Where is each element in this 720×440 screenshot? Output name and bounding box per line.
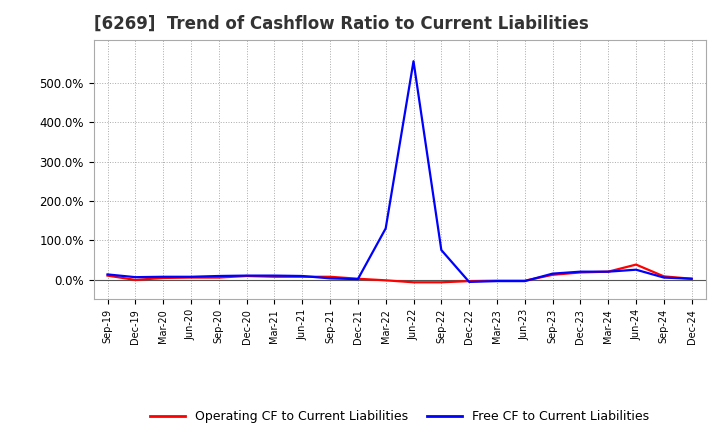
Free CF to Current Liabilities [382, 226, 390, 231]
Operating CF to Current Liabilities [215, 275, 223, 280]
Operating CF to Current Liabilities [325, 274, 334, 279]
Free CF to Current Liabilities [409, 59, 418, 64]
Free CF to Current Liabilities [215, 273, 223, 279]
Operating CF to Current Liabilities [298, 274, 307, 279]
Operating CF to Current Liabilities [437, 280, 446, 285]
Free CF to Current Liabilities [159, 274, 168, 279]
Free CF to Current Liabilities [325, 276, 334, 281]
Free CF to Current Liabilities [465, 279, 474, 285]
Operating CF to Current Liabilities [242, 273, 251, 279]
Free CF to Current Liabilities [492, 279, 501, 284]
Operating CF to Current Liabilities [186, 275, 195, 280]
Operating CF to Current Liabilities [103, 273, 112, 278]
Free CF to Current Liabilities [298, 273, 307, 279]
Operating CF to Current Liabilities [270, 274, 279, 279]
Operating CF to Current Liabilities [688, 276, 696, 282]
Operating CF to Current Liabilities [354, 276, 362, 282]
Text: [6269]  Trend of Cashflow Ratio to Current Liabilities: [6269] Trend of Cashflow Ratio to Curren… [94, 15, 588, 33]
Free CF to Current Liabilities [186, 274, 195, 279]
Operating CF to Current Liabilities [549, 272, 557, 278]
Free CF to Current Liabilities [631, 267, 640, 272]
Operating CF to Current Liabilities [131, 277, 140, 282]
Free CF to Current Liabilities [521, 279, 529, 284]
Legend: Operating CF to Current Liabilities, Free CF to Current Liabilities: Operating CF to Current Liabilities, Fre… [145, 405, 654, 428]
Free CF to Current Liabilities [354, 276, 362, 282]
Operating CF to Current Liabilities [576, 270, 585, 275]
Operating CF to Current Liabilities [631, 262, 640, 267]
Operating CF to Current Liabilities [159, 275, 168, 281]
Free CF to Current Liabilities [576, 269, 585, 274]
Operating CF to Current Liabilities [604, 269, 613, 274]
Operating CF to Current Liabilities [465, 279, 474, 284]
Free CF to Current Liabilities [270, 273, 279, 278]
Operating CF to Current Liabilities [492, 278, 501, 283]
Operating CF to Current Liabilities [382, 278, 390, 283]
Line: Free CF to Current Liabilities: Free CF to Current Liabilities [107, 61, 692, 282]
Free CF to Current Liabilities [660, 275, 668, 280]
Free CF to Current Liabilities [103, 272, 112, 277]
Free CF to Current Liabilities [437, 247, 446, 253]
Free CF to Current Liabilities [549, 271, 557, 276]
Operating CF to Current Liabilities [409, 280, 418, 285]
Operating CF to Current Liabilities [521, 278, 529, 283]
Free CF to Current Liabilities [688, 276, 696, 282]
Operating CF to Current Liabilities [660, 274, 668, 279]
Free CF to Current Liabilities [131, 275, 140, 280]
Free CF to Current Liabilities [242, 273, 251, 278]
Free CF to Current Liabilities [604, 269, 613, 274]
Line: Operating CF to Current Liabilities: Operating CF to Current Liabilities [107, 264, 692, 282]
